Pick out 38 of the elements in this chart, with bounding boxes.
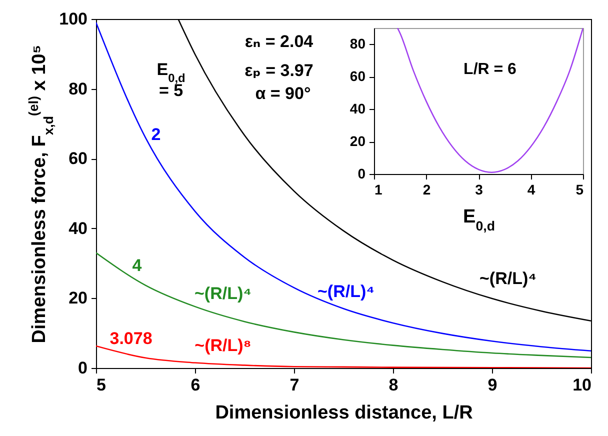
x-tick-label: 8 bbox=[388, 376, 398, 394]
x-tick-label: 3 bbox=[475, 182, 484, 198]
y-tick-label: 100 bbox=[59, 10, 88, 28]
y-tick-label: 0 bbox=[358, 166, 366, 182]
annotation: α = 90° bbox=[255, 84, 311, 103]
x-tick-label: 10 bbox=[572, 376, 592, 394]
y-tick-label: 60 bbox=[68, 149, 88, 168]
line-series bbox=[396, 28, 583, 174]
x-tick-label: 4 bbox=[527, 182, 536, 198]
series-label: 2 bbox=[151, 125, 161, 144]
y-tick-label: 0 bbox=[78, 358, 88, 378]
y-tick-label: 80 bbox=[68, 79, 88, 98]
x-tick-label: 9 bbox=[488, 376, 498, 394]
y-tick-label: 60 bbox=[350, 68, 366, 84]
y-tick-label: 40 bbox=[68, 218, 88, 238]
series-label: 4 bbox=[132, 256, 142, 275]
series-label: 3.078 bbox=[110, 329, 152, 348]
y-tick-label: 40 bbox=[350, 100, 366, 117]
x-axis-title: Dimensionless distance, L/R bbox=[215, 402, 474, 424]
series-label: E$_{0,d}$ = 5 bbox=[156, 60, 186, 100]
annotation: ~(R/L)⁴ bbox=[479, 269, 537, 288]
annotation: ~(R/L)⁸ bbox=[194, 336, 252, 355]
line-series bbox=[96, 252, 591, 358]
annotation: εₚ = 3.97 bbox=[244, 61, 314, 80]
annotation: ~(R/L)⁴ bbox=[194, 284, 252, 303]
x-tick-label: 2 bbox=[422, 182, 431, 198]
annotation: L/R = 6 bbox=[464, 61, 517, 78]
x-tick-label: 6 bbox=[190, 376, 200, 394]
annotation: εₙ = 2.04 bbox=[244, 32, 314, 51]
x-tick-label: 1 bbox=[374, 182, 382, 198]
x-tick-label: 5 bbox=[96, 376, 106, 394]
y-tick-label: 20 bbox=[350, 133, 366, 150]
x-tick-label: 5 bbox=[576, 182, 584, 198]
x-tick-label: 7 bbox=[290, 376, 300, 394]
annotation: ~(R/L)⁴ bbox=[317, 282, 375, 301]
y-tick-label: 20 bbox=[68, 288, 88, 308]
x-axis-title: E$_{0,d}$ bbox=[463, 206, 495, 233]
y-tick-label: 80 bbox=[350, 36, 366, 52]
